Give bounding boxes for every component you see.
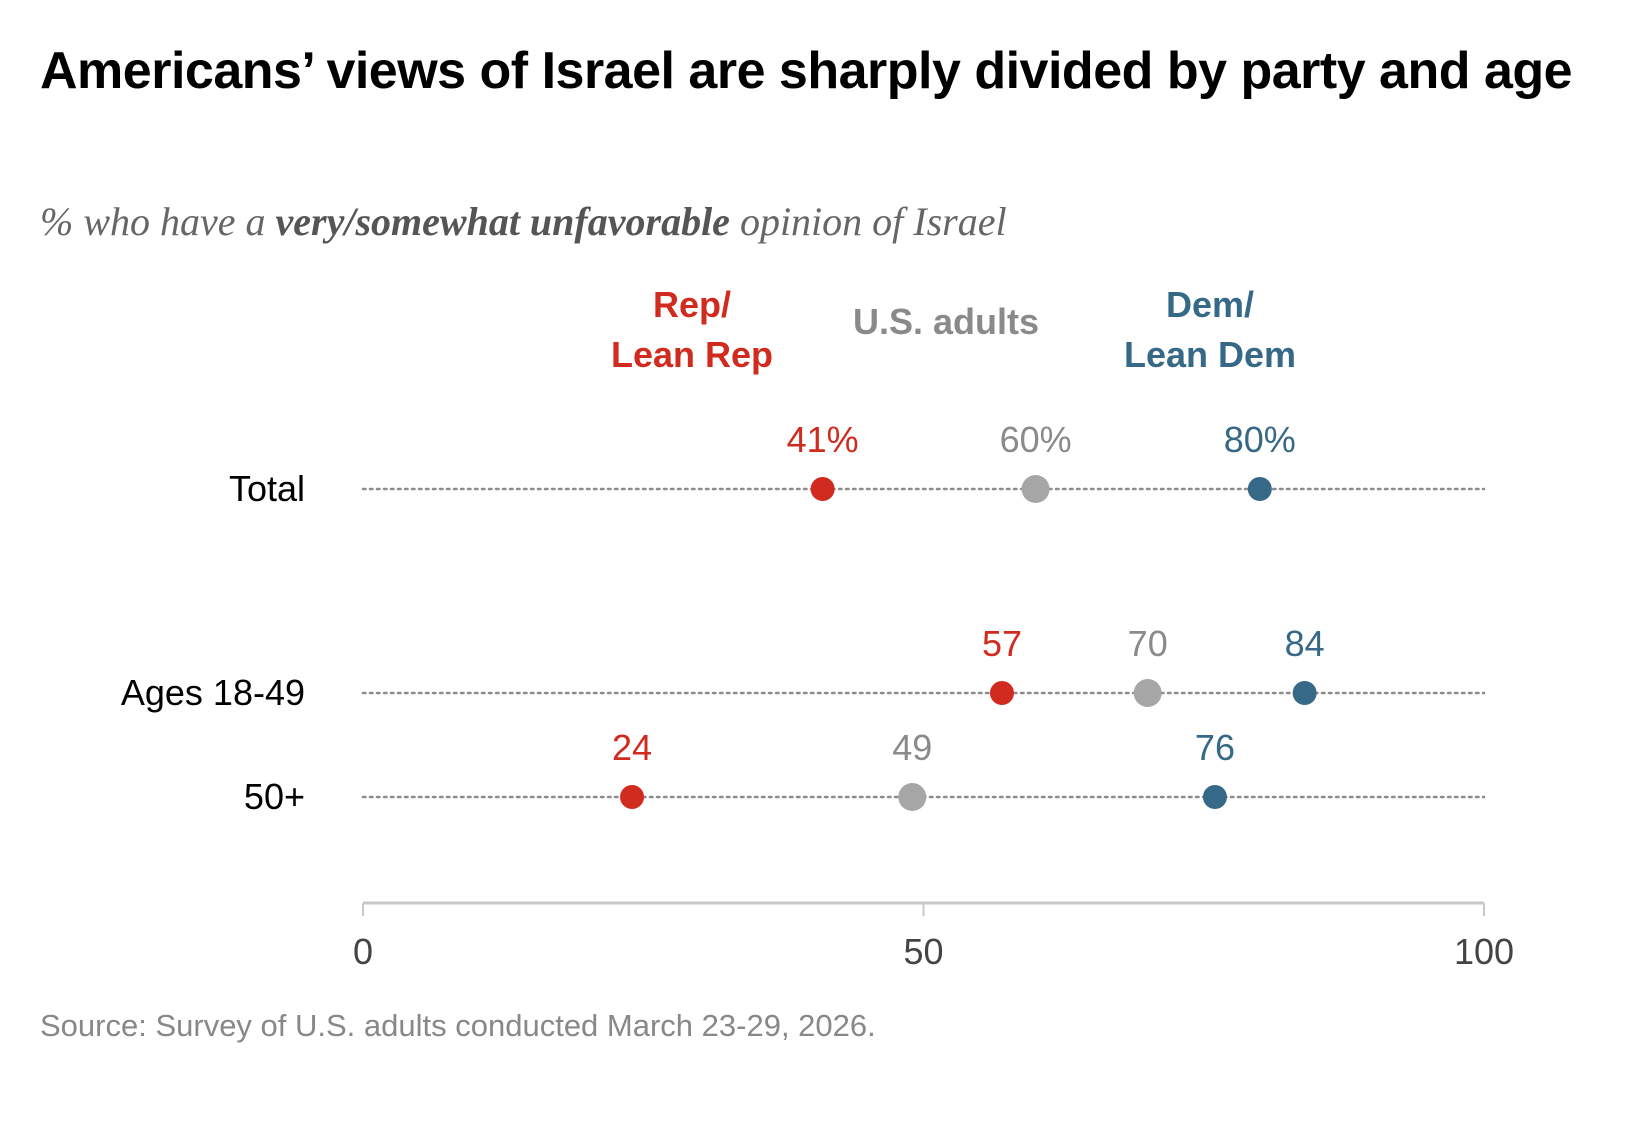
data-point (1021, 475, 1050, 503)
x-tick-label: 50 (903, 931, 943, 972)
data-point (1133, 679, 1162, 707)
data-point (898, 783, 927, 811)
data-label: 76 (1195, 727, 1235, 768)
chart-title: Americans’ views of Israel are sharply d… (40, 42, 1573, 100)
category-label: Total (229, 468, 305, 509)
subtitle-prefix: % who have a (40, 199, 276, 244)
data-label: 49 (892, 727, 932, 768)
data-label: 24 (612, 727, 652, 768)
category-label: Ages 18-49 (121, 672, 305, 713)
legend-label: Dem/Lean Dem (1124, 284, 1296, 375)
subtitle-emphasis: very/somewhat unfavorable (275, 199, 730, 244)
data-point (1247, 477, 1272, 501)
data-point (810, 477, 835, 501)
data-point (1292, 681, 1317, 705)
data-label: 41% (787, 419, 859, 460)
data-point (620, 785, 645, 809)
data-label: 60% (1000, 419, 1072, 460)
x-tick-label: 0 (353, 931, 373, 972)
data-point (1202, 785, 1227, 809)
chart-subtitle: % who have a very/somewhat unfavorable o… (40, 198, 1007, 245)
x-tick-label: 100 (1454, 931, 1514, 972)
legend-label: Rep/Lean Rep (611, 284, 773, 375)
subtitle-suffix: opinion of Israel (729, 199, 1007, 244)
legend-label: U.S. adults (853, 301, 1039, 342)
category-label: 50+ (244, 776, 305, 817)
data-label: 57 (982, 623, 1022, 664)
data-label: 84 (1285, 623, 1325, 664)
data-point (989, 681, 1014, 705)
data-label: 80% (1224, 419, 1296, 460)
source-note: Source: Survey of U.S. adults conducted … (40, 1008, 876, 1043)
data-label: 70 (1128, 623, 1168, 664)
